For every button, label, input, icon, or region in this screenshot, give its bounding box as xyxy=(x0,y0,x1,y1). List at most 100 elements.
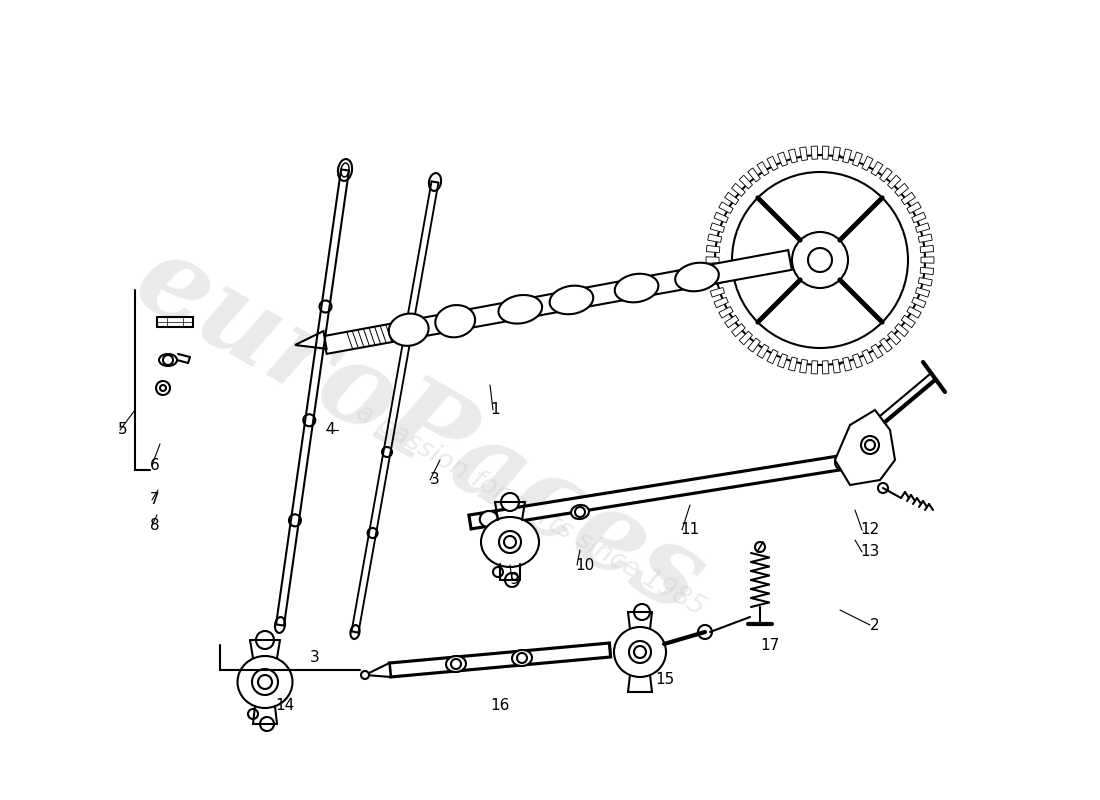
Polygon shape xyxy=(921,246,934,253)
Polygon shape xyxy=(732,183,745,196)
Text: 3: 3 xyxy=(430,473,440,487)
Polygon shape xyxy=(921,257,934,263)
Polygon shape xyxy=(718,202,733,214)
Polygon shape xyxy=(711,287,725,297)
Circle shape xyxy=(634,604,650,620)
Circle shape xyxy=(732,172,907,348)
Ellipse shape xyxy=(341,163,349,177)
Ellipse shape xyxy=(436,305,475,338)
Polygon shape xyxy=(833,359,840,373)
Circle shape xyxy=(160,385,166,391)
Text: 14: 14 xyxy=(275,698,295,713)
Polygon shape xyxy=(921,267,934,274)
Ellipse shape xyxy=(160,354,177,366)
Text: 9: 9 xyxy=(510,573,519,587)
Text: 6: 6 xyxy=(150,458,160,473)
Circle shape xyxy=(451,659,461,669)
Polygon shape xyxy=(871,162,883,176)
Polygon shape xyxy=(918,234,933,242)
Text: 1: 1 xyxy=(490,402,499,418)
Polygon shape xyxy=(778,152,788,166)
Circle shape xyxy=(698,625,712,639)
Text: 16: 16 xyxy=(490,698,509,713)
Text: 7: 7 xyxy=(150,493,160,507)
Text: 2: 2 xyxy=(870,618,880,633)
Polygon shape xyxy=(365,663,390,677)
Polygon shape xyxy=(823,361,829,374)
Ellipse shape xyxy=(614,627,666,677)
Polygon shape xyxy=(852,354,862,368)
Circle shape xyxy=(715,155,925,365)
Circle shape xyxy=(500,493,519,511)
Polygon shape xyxy=(725,192,739,205)
Polygon shape xyxy=(918,278,933,286)
Ellipse shape xyxy=(388,314,429,346)
Ellipse shape xyxy=(838,457,853,467)
Text: 15: 15 xyxy=(654,673,674,687)
Polygon shape xyxy=(823,146,829,159)
Polygon shape xyxy=(789,149,797,163)
Text: a passion for parts since 1985: a passion for parts since 1985 xyxy=(351,399,710,621)
Circle shape xyxy=(256,631,274,649)
Polygon shape xyxy=(714,212,728,222)
Ellipse shape xyxy=(446,656,466,672)
Circle shape xyxy=(634,646,646,658)
Text: 8: 8 xyxy=(150,518,160,533)
Polygon shape xyxy=(748,338,760,352)
Polygon shape xyxy=(469,455,846,529)
Circle shape xyxy=(505,573,519,587)
Polygon shape xyxy=(757,344,769,358)
Polygon shape xyxy=(707,234,722,242)
Polygon shape xyxy=(912,212,926,222)
Polygon shape xyxy=(778,354,788,368)
Circle shape xyxy=(260,717,274,731)
Polygon shape xyxy=(711,223,725,233)
Polygon shape xyxy=(862,156,873,170)
Circle shape xyxy=(629,641,651,663)
Polygon shape xyxy=(888,331,901,345)
Circle shape xyxy=(878,483,888,493)
Polygon shape xyxy=(852,152,862,166)
Text: 4: 4 xyxy=(324,422,334,438)
Polygon shape xyxy=(811,361,817,374)
Polygon shape xyxy=(880,168,892,182)
Polygon shape xyxy=(389,643,610,677)
Text: 13: 13 xyxy=(860,545,879,559)
Circle shape xyxy=(865,440,874,450)
Circle shape xyxy=(504,536,516,548)
Circle shape xyxy=(304,414,316,426)
Ellipse shape xyxy=(481,517,539,567)
Polygon shape xyxy=(915,223,930,233)
Ellipse shape xyxy=(512,650,532,666)
Ellipse shape xyxy=(823,155,852,365)
Ellipse shape xyxy=(550,286,593,314)
Polygon shape xyxy=(906,202,921,214)
Polygon shape xyxy=(901,192,915,205)
Polygon shape xyxy=(833,147,840,161)
Polygon shape xyxy=(295,331,327,349)
Polygon shape xyxy=(912,298,926,308)
Polygon shape xyxy=(739,175,752,189)
Polygon shape xyxy=(843,149,851,163)
Ellipse shape xyxy=(351,625,360,639)
Text: 11: 11 xyxy=(680,522,700,538)
Polygon shape xyxy=(800,147,807,161)
Ellipse shape xyxy=(675,262,718,291)
Ellipse shape xyxy=(338,159,352,181)
Circle shape xyxy=(382,447,392,457)
Polygon shape xyxy=(706,257,719,263)
Circle shape xyxy=(248,709,258,719)
Text: 12: 12 xyxy=(860,522,879,538)
Circle shape xyxy=(808,248,832,272)
Ellipse shape xyxy=(275,617,285,633)
Text: 10: 10 xyxy=(575,558,594,573)
Text: 5: 5 xyxy=(118,422,128,438)
Polygon shape xyxy=(767,156,778,170)
Polygon shape xyxy=(706,267,719,274)
Ellipse shape xyxy=(429,173,441,191)
Polygon shape xyxy=(901,315,915,328)
Polygon shape xyxy=(915,287,930,297)
Polygon shape xyxy=(732,324,745,337)
Polygon shape xyxy=(906,306,921,318)
Circle shape xyxy=(319,301,331,313)
